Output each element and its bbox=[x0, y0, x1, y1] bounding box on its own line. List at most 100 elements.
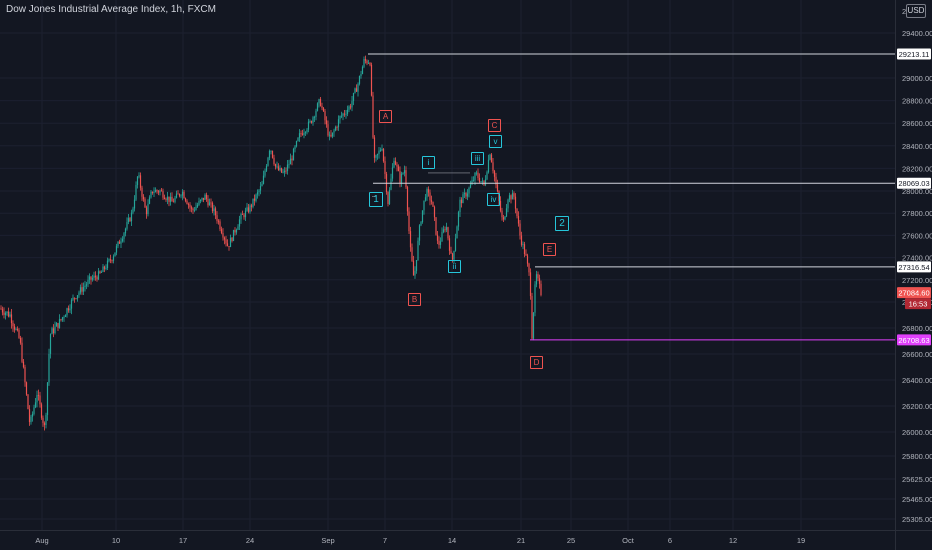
candle-body bbox=[150, 191, 152, 198]
candle-body bbox=[225, 239, 227, 244]
candle-body bbox=[396, 164, 398, 167]
wave-label-A[interactable]: A bbox=[379, 110, 392, 123]
candle-body bbox=[309, 121, 311, 122]
candle-body bbox=[19, 337, 22, 343]
currency-badge[interactable]: USD bbox=[906, 4, 926, 18]
candle-body bbox=[454, 238, 457, 251]
candle-body bbox=[67, 308, 70, 311]
wave-label-ii[interactable]: ii bbox=[448, 260, 461, 273]
candle-body bbox=[519, 223, 521, 236]
candle-body bbox=[352, 92, 355, 101]
candle-body bbox=[282, 172, 284, 174]
price-tick-label: 28600.00 bbox=[902, 119, 932, 128]
candle-body bbox=[441, 232, 443, 242]
candle-body bbox=[4, 312, 7, 315]
candle-body bbox=[525, 254, 527, 256]
wave-label-iii[interactable]: iii bbox=[471, 152, 484, 165]
candle-body bbox=[189, 204, 191, 208]
candle-body bbox=[100, 271, 103, 273]
candle-body bbox=[144, 199, 146, 208]
candle-body bbox=[361, 66, 364, 75]
candle-body bbox=[351, 100, 353, 108]
candle-body bbox=[501, 210, 503, 218]
candle-body bbox=[94, 275, 97, 278]
candle-body bbox=[123, 233, 125, 239]
candle-body bbox=[429, 192, 431, 201]
candle-body bbox=[132, 208, 134, 213]
candle-body bbox=[234, 229, 236, 233]
price-tick-label: 29400.00 bbox=[902, 29, 932, 38]
candle-body bbox=[322, 107, 325, 112]
candle-body bbox=[291, 158, 293, 161]
time-tick-label: 19 bbox=[797, 536, 805, 545]
candle-body bbox=[256, 192, 259, 195]
candle-body bbox=[472, 180, 475, 182]
wave-label-2[interactable]: 2 bbox=[555, 216, 569, 231]
candle-body bbox=[538, 278, 541, 284]
candle-body bbox=[510, 195, 512, 200]
candle-body bbox=[387, 192, 389, 205]
candle-body bbox=[459, 199, 461, 213]
candle-body bbox=[25, 382, 28, 395]
candle-body bbox=[336, 127, 338, 128]
time-tick-label: 24 bbox=[246, 536, 254, 545]
candle-body bbox=[186, 200, 188, 204]
candle-body bbox=[76, 295, 79, 299]
candle-body bbox=[417, 240, 419, 260]
candle-body bbox=[370, 64, 373, 96]
candle-body bbox=[103, 266, 106, 269]
candle-body bbox=[418, 225, 421, 241]
candle-body bbox=[205, 194, 208, 200]
price-tick-label: 26800.00 bbox=[902, 324, 932, 333]
candle-body bbox=[532, 312, 535, 339]
candle-body bbox=[135, 184, 137, 200]
candle-body bbox=[403, 170, 406, 174]
wave-label-1[interactable]: 1 bbox=[369, 192, 383, 207]
candle-body bbox=[231, 237, 233, 241]
time-axis[interactable]: Aug 10 17 24 Sep 7 14 21 25 Oct 6 12 19 bbox=[35, 536, 805, 545]
candle-body bbox=[390, 178, 392, 190]
candle-body bbox=[412, 260, 415, 276]
candle-body bbox=[82, 287, 85, 292]
wave-label-E[interactable]: E bbox=[543, 243, 556, 256]
candle-body bbox=[183, 191, 185, 199]
candle-body bbox=[73, 297, 76, 299]
candle-body bbox=[358, 75, 361, 84]
wave-label-iv[interactable]: iv bbox=[487, 193, 500, 206]
price-tick-label: 25625.00 bbox=[902, 475, 932, 484]
candle-body bbox=[105, 268, 107, 269]
wave-label-v[interactable]: v bbox=[489, 135, 502, 148]
time-tick-label: 7 bbox=[383, 536, 387, 545]
candle-body bbox=[138, 175, 140, 177]
candle-body bbox=[400, 173, 403, 183]
price-axis[interactable]: 29400.00 29000.00 28800.00 28600.00 28400.00… bbox=[902, 7, 932, 524]
candle-body bbox=[30, 416, 32, 423]
candle-body bbox=[228, 246, 230, 248]
candle-body bbox=[85, 284, 88, 286]
candle-body bbox=[421, 210, 424, 223]
candle-body bbox=[168, 196, 170, 202]
candle-body bbox=[259, 186, 262, 191]
price-tick-label: 27600.00 bbox=[902, 231, 932, 240]
candle-body bbox=[439, 241, 442, 245]
candle-body bbox=[477, 172, 479, 178]
candle-body bbox=[316, 103, 319, 111]
candle-body bbox=[334, 127, 337, 131]
level-lines[interactable] bbox=[368, 53, 895, 341]
candle-body bbox=[247, 207, 250, 212]
candle-body bbox=[198, 201, 200, 205]
candle-body bbox=[451, 253, 454, 260]
wave-label-i[interactable]: i bbox=[422, 156, 435, 169]
wave-label-C[interactable]: C bbox=[488, 119, 501, 132]
candle-body bbox=[57, 323, 59, 328]
candle-body bbox=[60, 319, 62, 320]
time-tick-label: 25 bbox=[567, 536, 575, 545]
candle-body bbox=[484, 179, 487, 185]
candle-body bbox=[249, 205, 251, 212]
candle-body bbox=[325, 120, 328, 125]
price-tick-label: 25305.00 bbox=[902, 515, 932, 524]
candle-body bbox=[21, 342, 23, 362]
wave-label-B[interactable]: B bbox=[408, 293, 421, 306]
wave-label-D[interactable]: D bbox=[530, 356, 543, 369]
